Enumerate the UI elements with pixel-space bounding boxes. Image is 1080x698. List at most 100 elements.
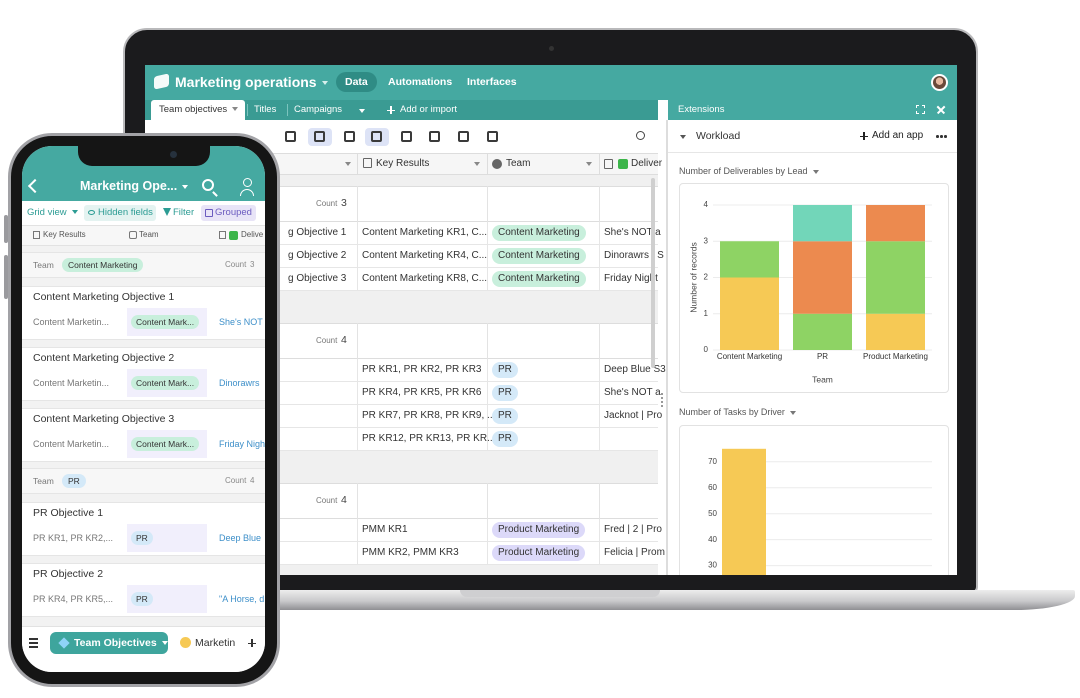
column-header: Key Results: [43, 230, 86, 239]
column-divider: [487, 245, 488, 268]
nav-tab[interactable]: Interfaces: [467, 76, 517, 88]
column-divider: [357, 323, 358, 359]
column-header: Key Results: [376, 158, 430, 169]
record-title: Content Marketing Objective 2: [33, 352, 175, 364]
record-key-results: PR KR4, PR KR5,...: [33, 594, 114, 604]
y-tick-label: 0: [704, 345, 709, 354]
menu-icon[interactable]: [29, 646, 38, 648]
dropdown-caret: [789, 410, 796, 415]
column-divider: [487, 483, 488, 519]
team-pill: Content Mark...: [131, 315, 200, 329]
field-icon: [492, 159, 502, 169]
toolbar-button[interactable]: Hidden fields: [84, 205, 156, 221]
dropdown-caret: [345, 162, 351, 166]
avatar[interactable]: [931, 74, 948, 91]
add-app-button[interactable]: Add an app: [872, 130, 924, 141]
next-table[interactable]: Marketin: [195, 637, 236, 649]
table-tab[interactable]: Campaigns: [294, 104, 343, 115]
dropdown-caret: [232, 107, 239, 112]
column-divider: [487, 268, 488, 291]
group-count-label: Count: [225, 476, 247, 485]
phone-column-header: [22, 225, 265, 246]
toolbar-icon[interactable]: [285, 131, 296, 142]
phone-title[interactable]: Marketing Ope...: [80, 178, 189, 194]
group-count: 4: [341, 334, 347, 346]
menu-icon[interactable]: [29, 638, 38, 640]
cell-deliverables: Friday Night: [604, 273, 658, 284]
dropdown-caret: [161, 641, 168, 646]
table-tab[interactable]: Team objectives: [151, 100, 246, 120]
record-title: Content Marketing Objective 3: [33, 413, 175, 425]
column-divider: [599, 359, 600, 382]
expand-icon[interactable]: [916, 105, 925, 114]
x-tick-label: Product Marketing: [863, 352, 928, 361]
toolbar-icon[interactable]: [458, 131, 469, 142]
record-key-results: Content Marketin...: [33, 439, 110, 449]
column-divider: [357, 222, 358, 245]
record-deliverables: "A Horse, d: [219, 594, 265, 604]
toolbar-button[interactable]: Grouped: [201, 205, 256, 221]
more-dot[interactable]: [944, 135, 947, 138]
column-divider: [599, 323, 600, 359]
table-tab[interactable]: Titles: [254, 104, 277, 115]
bar-segment: [866, 241, 925, 314]
record-deliverables: Dinorawrs: [219, 378, 260, 388]
add-table-button[interactable]: Add or import: [400, 104, 458, 115]
column-divider: [599, 222, 600, 245]
group-count-label: Count: [316, 199, 338, 208]
chart-title[interactable]: Number of Tasks by Driver: [679, 404, 796, 420]
hide-icon: [88, 210, 95, 215]
toolbar-icon[interactable]: [314, 131, 325, 142]
column-header: Deliver: [631, 158, 663, 169]
group-icon: [205, 209, 213, 217]
laptop-camera: [549, 46, 554, 51]
current-table[interactable]: Team Objectives: [74, 635, 168, 651]
column-divider: [599, 268, 600, 291]
plus-icon: [863, 132, 865, 140]
search-icon[interactable]: [202, 179, 214, 191]
panel-divider: [668, 152, 957, 153]
column-header: Delive: [241, 230, 264, 239]
field-icon: [33, 231, 40, 239]
column-divider: [487, 519, 488, 542]
dropdown-caret: [586, 162, 592, 166]
column-divider: [487, 382, 488, 405]
group-value-pill: Content Marketing: [62, 258, 144, 272]
phone-button: [4, 215, 8, 243]
laptop-base: [80, 590, 1075, 610]
record-deliverables: She's NOT: [219, 317, 263, 327]
menu-icon[interactable]: [29, 642, 38, 644]
toolbar-button[interactable]: Filter: [173, 207, 195, 218]
toolbar-icon[interactable]: [371, 131, 382, 142]
view-switcher[interactable]: Grid view: [27, 205, 78, 221]
column-divider: [357, 405, 358, 428]
cell-key-results: PR KR7, PR KR8, PR KR9, ...: [362, 410, 496, 421]
toolbar-icon[interactable]: [429, 131, 440, 142]
dropdown-caret: [359, 109, 365, 113]
panel-handle: [661, 393, 663, 407]
y-axis-label: Number of records: [688, 242, 698, 312]
nav-tab[interactable]: Data: [336, 72, 377, 92]
cell-key-results: Content Marketing KR4, C...: [362, 250, 488, 261]
bar-segment: [793, 313, 852, 350]
cell-deliverables: Deep Blue S3: [604, 364, 666, 375]
y-tick-label: 30: [708, 561, 717, 570]
table-bar: [145, 100, 658, 120]
column-divider: [599, 483, 600, 519]
share-icon[interactable]: [243, 178, 252, 187]
cell-name: g Objective 3: [288, 273, 347, 284]
column-divider: [487, 542, 488, 565]
toolbar-icon[interactable]: [487, 131, 498, 142]
column-divider: [357, 359, 358, 382]
more-dot[interactable]: [936, 135, 939, 138]
more-dot[interactable]: [940, 135, 943, 138]
toolbar-icon[interactable]: [344, 131, 355, 142]
table-switcher[interactable]: [50, 632, 168, 654]
toolbar-icon[interactable]: [401, 131, 412, 142]
y-tick-label: 1: [704, 309, 709, 318]
cell-deliverables: She's NOT a: [604, 227, 661, 238]
chart-title[interactable]: Number of Deliverables by Lead: [679, 163, 819, 179]
search-icon[interactable]: [636, 131, 645, 140]
record-deliverables: Friday Nigh: [219, 439, 265, 449]
nav-tab[interactable]: Automations: [388, 76, 453, 88]
